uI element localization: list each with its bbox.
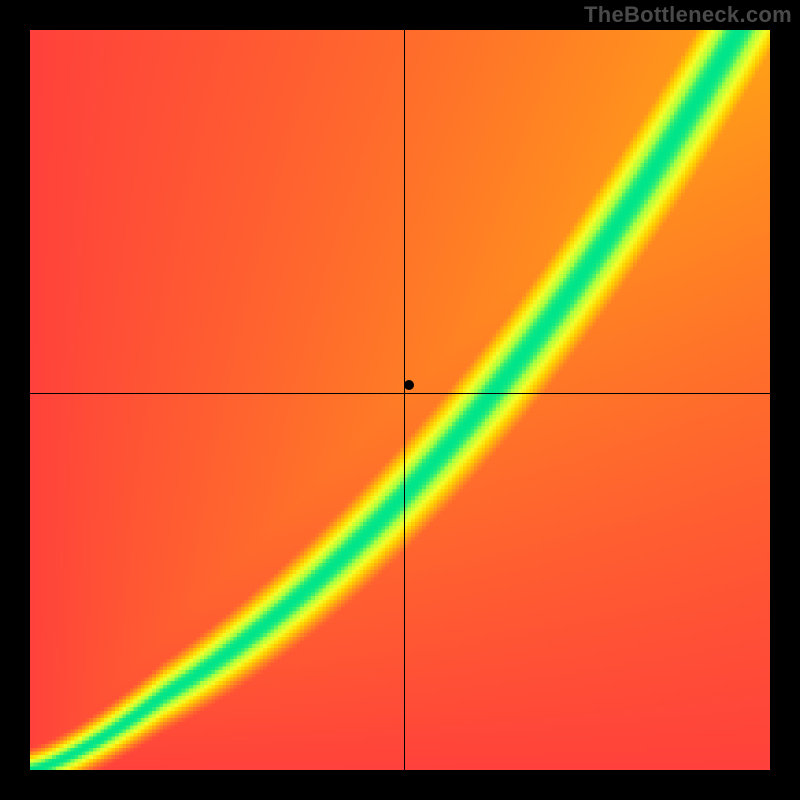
heatmap-plot [30,30,770,770]
crosshair-vertical [404,30,405,770]
data-point-marker [404,380,414,390]
crosshair-horizontal [30,393,770,394]
heatmap-canvas [30,30,770,770]
watermark-text: TheBottleneck.com [584,2,792,28]
chart-container: TheBottleneck.com [0,0,800,800]
